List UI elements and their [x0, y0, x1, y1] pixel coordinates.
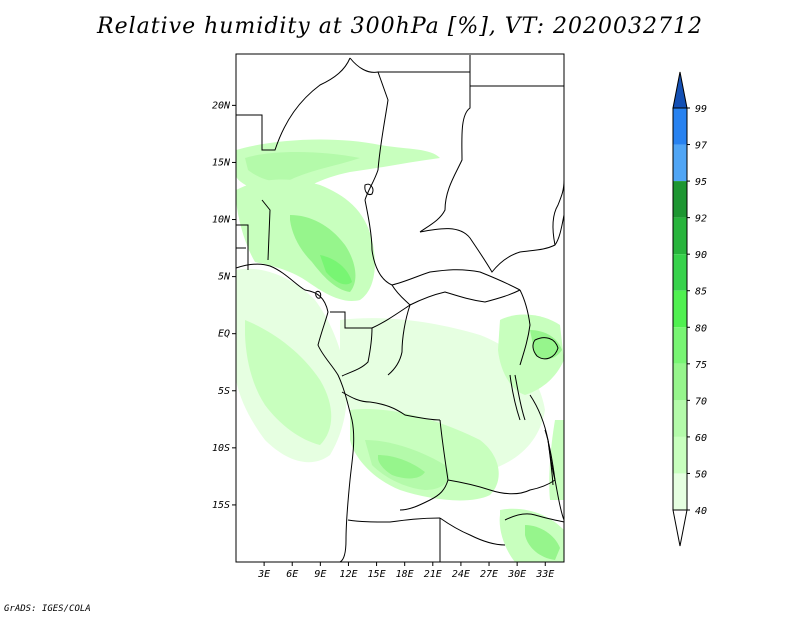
border-angola-north	[341, 391, 441, 421]
lake-chad	[364, 183, 374, 195]
colorbar-segment	[673, 217, 687, 255]
map-title: Relative humidity at 300hPa [%], VT: 202…	[97, 14, 703, 39]
border-west-coast	[236, 199, 271, 270]
colorbar-segment	[673, 144, 687, 182]
lat-tick-label: 20N	[212, 100, 231, 111]
border-ethiopia	[552, 179, 565, 246]
border-zimbabwe	[504, 513, 565, 523]
lat-tick-label: 5N	[218, 272, 231, 283]
humidity-region-nigeria-core	[320, 255, 352, 285]
colorbar-label: 97	[695, 141, 707, 152]
lon-tick-label: 18E	[396, 569, 414, 580]
humidity-region-sahel-inner	[245, 152, 360, 182]
colorbar-bottom-arrow	[672, 509, 688, 547]
humidity-shading	[236, 139, 564, 562]
border-angola-east	[399, 419, 449, 511]
colorbar-label: 92	[695, 214, 707, 225]
map-borders	[235, 55, 565, 563]
lake-tanganyika	[509, 374, 526, 421]
colorbar: 99 97 95 92 90 85 80 75 70 60 50 40	[672, 71, 707, 547]
border-north-1	[236, 57, 351, 151]
humidity-region-atlantic-inner	[245, 320, 332, 445]
humidity-region-lakes-inner	[530, 330, 562, 360]
colorbar-segment	[673, 181, 687, 218]
colorbar-segment	[673, 473, 687, 510]
border-uganda	[519, 289, 531, 366]
colorbar-label: 90	[695, 250, 707, 261]
border-north-2	[349, 57, 389, 201]
border-sudan-ss	[419, 214, 565, 273]
coastline	[235, 263, 355, 563]
lat-tick-label: 15S	[212, 500, 230, 511]
longitude-axis: 3E 6E 9E 12E 15E 18E 21E 24E 27E 30E 33E	[257, 562, 554, 580]
lat-tick-label: 10S	[212, 443, 230, 454]
lon-tick-label: 24E	[452, 569, 470, 580]
bioko-island	[315, 290, 322, 299]
humidity-region-south-core	[378, 455, 425, 479]
lon-tick-label: 15E	[368, 569, 386, 580]
lat-tick-label: 10N	[212, 215, 231, 226]
colorbar-label: 50	[695, 469, 707, 480]
latitude-axis: 20N 15N 10N 5N EQ 5S 10S 15S	[212, 100, 236, 511]
colorbar-segment	[673, 363, 687, 401]
border-north-3	[378, 71, 471, 233]
border-congo	[371, 303, 411, 376]
border-drc-north	[391, 284, 521, 306]
lake-malawi	[547, 439, 554, 486]
colorbar-segment	[673, 327, 687, 364]
colorbar-label: 85	[695, 287, 707, 298]
colorbar-label: 70	[695, 396, 707, 407]
lon-tick-label: 9E	[314, 569, 326, 580]
lon-tick-label: 3E	[257, 569, 270, 580]
colorbar-label: 99	[695, 104, 707, 115]
lon-tick-label: 33E	[535, 569, 554, 580]
colorbar-label: 60	[695, 433, 707, 444]
border-namibia	[439, 517, 506, 546]
lon-tick-label: 12E	[339, 569, 357, 580]
lon-tick-label: 6E	[286, 569, 298, 580]
lon-tick-label: 27E	[480, 569, 498, 580]
colorbar-label: 75	[695, 360, 707, 371]
lat-tick-label: EQ	[218, 329, 230, 340]
lon-tick-label: 21E	[424, 569, 442, 580]
lat-tick-label: 15N	[212, 157, 231, 168]
colorbar-label: 95	[695, 177, 707, 188]
colorbar-label: 80	[695, 323, 707, 334]
colorbar-segment	[673, 400, 687, 437]
credit-label: GrADS: IGES/COLA	[4, 604, 91, 614]
colorbar-segment	[673, 290, 687, 328]
lake-victoria	[532, 337, 559, 360]
colorbar-label: 40	[695, 506, 707, 517]
humidity-region-southeast-inner	[525, 525, 560, 560]
colorbar-segment	[673, 254, 687, 291]
colorbar-outline	[672, 107, 688, 511]
border-angola-south	[347, 517, 441, 523]
border-drc-west	[330, 311, 373, 377]
border-zambia	[447, 479, 556, 495]
lon-tick-label: 30E	[507, 569, 526, 580]
border-chad-car	[364, 199, 521, 291]
lat-tick-label: 5S	[218, 386, 230, 397]
colorbar-top-arrow	[672, 71, 688, 109]
colorbar-segment	[673, 436, 687, 474]
plot-frame	[235, 53, 565, 563]
colorbar-segment	[673, 108, 687, 145]
